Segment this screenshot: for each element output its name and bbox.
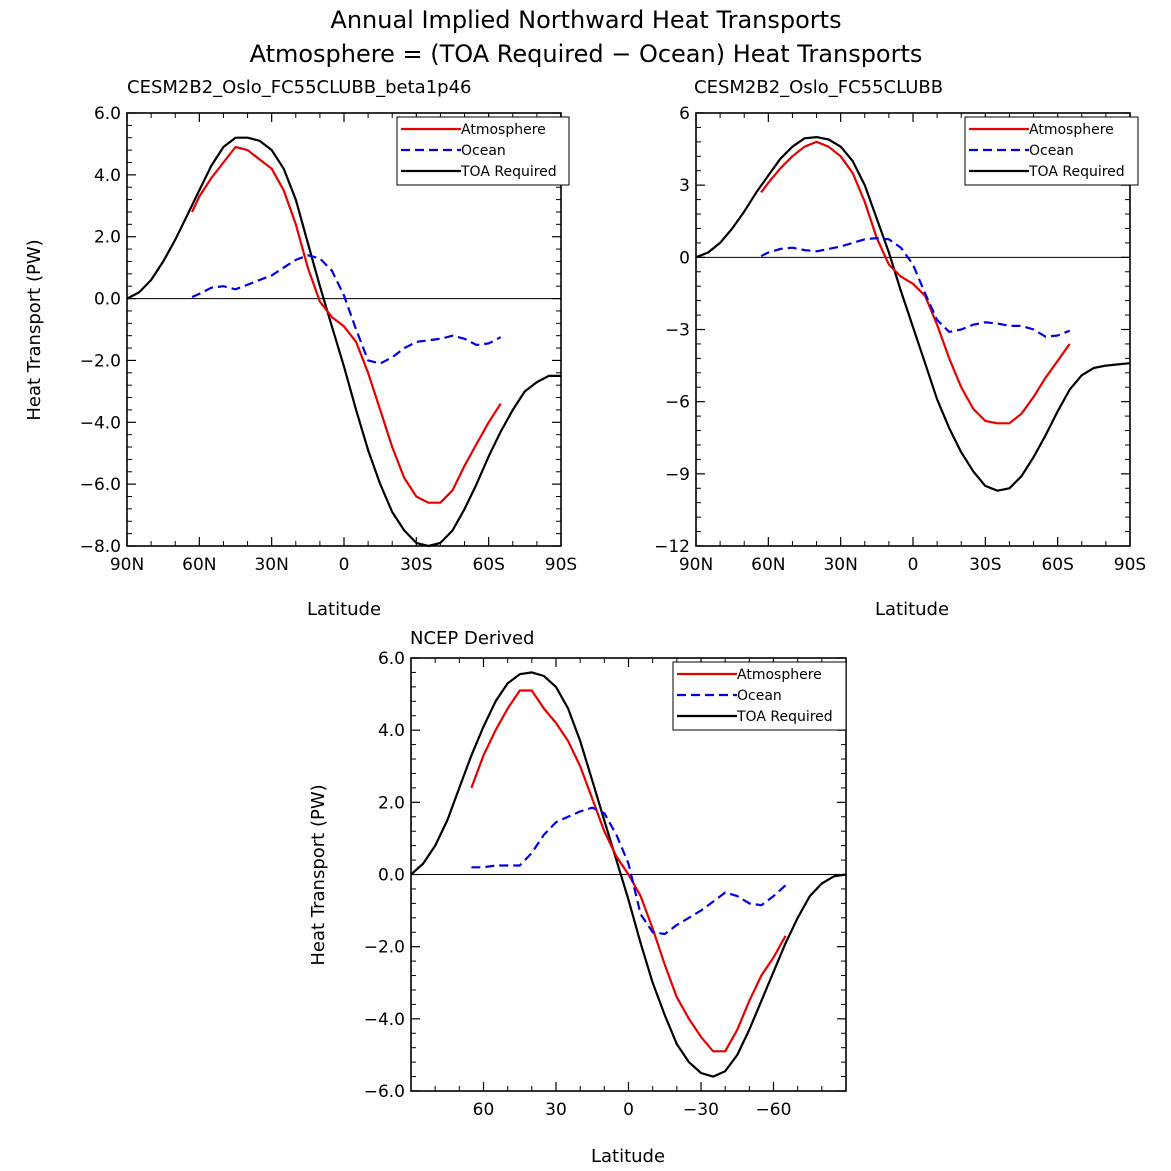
y-tick-label: 2.0	[378, 793, 405, 813]
y-tick-label: −6	[665, 393, 690, 413]
x-tick-label: 60S	[1041, 555, 1073, 575]
y-tick-label: 6.0	[378, 649, 405, 669]
x-tick-label: 90N	[679, 555, 713, 575]
y-tick-label: 0.0	[94, 290, 121, 310]
legend-label-atmosphere: Atmosphere	[461, 122, 546, 138]
y-tick-label: 4.0	[94, 166, 121, 186]
y-tick-label: −2.0	[364, 938, 405, 958]
x-tick-label: 0	[623, 1100, 634, 1120]
x-tick-label: 0	[339, 555, 350, 575]
x-tick-label: 30N	[254, 555, 288, 575]
legend-label-atmosphere: Atmosphere	[1029, 122, 1114, 138]
y-tick-label: −6.0	[80, 475, 121, 495]
series-line-atmosphere	[191, 145, 502, 504]
x-axis-label: Latitude	[875, 599, 949, 620]
x-tick-label: 90S	[1114, 555, 1146, 575]
legend-label-ocean: Ocean	[737, 688, 782, 704]
series-line-toa-required	[126, 136, 561, 548]
legend: Atmosphere Ocean TOA Required	[672, 661, 847, 731]
y-tick-label: 3	[679, 176, 690, 196]
panel-ncep-derived: NCEP Derived Latitude Heat Transport (PW…	[308, 628, 847, 1167]
y-tick-label: 2.0	[94, 228, 121, 248]
x-tick-label: 30S	[400, 555, 432, 575]
legend: Atmosphere Ocean TOA Required	[396, 116, 570, 186]
x-tick-label: 60N	[751, 555, 785, 575]
series-line-ocean	[471, 806, 787, 936]
x-tick-label: 30S	[969, 555, 1001, 575]
x-tick-label: 30	[545, 1100, 567, 1120]
x-tick-label: 60	[473, 1100, 495, 1120]
y-tick-label: −8.0	[80, 537, 121, 557]
legend-label-toa-required: TOA Required	[1028, 164, 1125, 180]
y-tick-label: 6	[679, 104, 690, 124]
panel-title: CESM2B2_Oslo_FC55CLUBB_beta1p46	[127, 77, 471, 98]
x-tick-label: 30N	[823, 555, 857, 575]
x-tick-label: 90N	[110, 555, 144, 575]
y-tick-label: 6.0	[94, 104, 121, 124]
series-line-atmosphere	[760, 140, 1071, 425]
figure-title-line2: Atmosphere = (TOA Required − Ocean) Heat…	[250, 40, 923, 68]
y-tick-label: −2.0	[80, 351, 121, 371]
legend: Atmosphere Ocean TOA Required	[964, 116, 1139, 186]
y-tick-label: −6.0	[364, 1082, 405, 1102]
x-tick-label: 0	[908, 555, 919, 575]
x-tick-label: 60S	[472, 555, 504, 575]
y-tick-label: 0.0	[378, 866, 405, 886]
y-tick-label: 4.0	[378, 721, 405, 741]
x-axis-label: Latitude	[307, 599, 381, 620]
legend-label-toa-required: TOA Required	[736, 709, 833, 725]
panel-title: CESM2B2_Oslo_FC55CLUBB	[694, 77, 943, 98]
y-tick-label: 0	[679, 248, 690, 268]
series-line-atmosphere	[470, 689, 787, 1053]
panel-title: NCEP Derived	[410, 628, 534, 649]
figure-title-line1: Annual Implied Northward Heat Transports	[330, 6, 841, 34]
x-tick-label: 60N	[182, 555, 216, 575]
x-tick-label: −30	[683, 1100, 719, 1120]
y-tick-label: −3	[665, 321, 690, 341]
series-line-ocean	[191, 254, 502, 365]
x-tick-label: 90S	[545, 555, 577, 575]
series-line-ocean	[760, 237, 1071, 338]
legend-label-ocean: Ocean	[1029, 143, 1074, 159]
y-axis-label: Heat Transport (PW)	[308, 784, 329, 965]
y-tick-label: −9	[665, 465, 690, 485]
legend-label-atmosphere: Atmosphere	[737, 667, 822, 683]
legend-label-toa-required: TOA Required	[460, 164, 557, 180]
y-tick-label: −4.0	[80, 413, 121, 433]
y-tick-label: −4.0	[364, 1010, 405, 1030]
series-line-toa-required	[410, 671, 847, 1078]
panel-cesm2b2: CESM2B2_Oslo_FC55CLUBB Latitude 90N 60N 30…	[654, 77, 1146, 620]
panel-cesm2b2-beta1p46: CESM2B2_Oslo_FC55CLUBB_beta1p46 Latitude…	[24, 77, 577, 620]
legend-label-ocean: Ocean	[461, 143, 506, 159]
y-axis-label: Heat Transport (PW)	[24, 239, 45, 420]
x-tick-label: −60	[756, 1100, 792, 1120]
series-line-toa-required	[695, 136, 1131, 492]
x-axis-label: Latitude	[591, 1146, 665, 1167]
y-tick-label: −12	[654, 537, 690, 557]
